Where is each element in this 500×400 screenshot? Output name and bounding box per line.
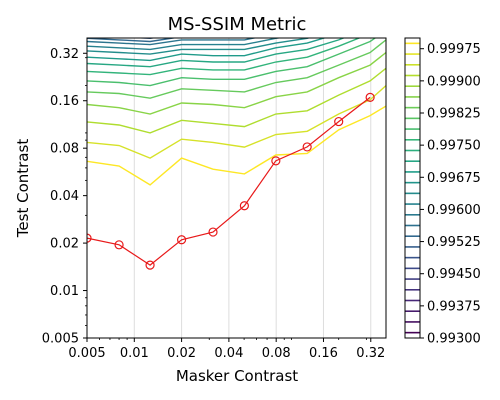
y-axis-title: Test Contrast: [14, 139, 32, 239]
plot-frame: [86, 37, 387, 339]
x-tick-label: 0.005: [68, 346, 105, 361]
x-axis-title: Masker Contrast: [176, 367, 298, 385]
series: [87, 92, 375, 270]
y-tick-label: 0.32: [50, 47, 79, 62]
colorbar-tick-label: 0.99975: [427, 42, 481, 57]
contour-line: [87, 38, 283, 51]
grid: [86, 38, 372, 338]
colorbar-tick-label: 0.99300: [427, 332, 481, 347]
series-line: [87, 96, 371, 266]
contour-line: [87, 85, 386, 159]
colorbar-tick-label: 0.99525: [427, 235, 481, 250]
data-point: [208, 227, 218, 237]
colorbar-frame: [404, 37, 421, 339]
y-tick-label: 0.01: [50, 284, 79, 299]
y-tick-label: 0.02: [50, 237, 79, 252]
contour-line: [87, 38, 346, 68]
y-tick-label: 0.08: [50, 142, 79, 157]
y-tick-label: 0.04: [50, 189, 79, 204]
data-point: [114, 240, 124, 250]
data-point: [302, 142, 312, 152]
data-point: [271, 156, 281, 166]
colorbar-tick-label: 0.99375: [427, 299, 481, 314]
x-tick-label: 0.08: [262, 346, 291, 361]
x-axis: 0.005 0.01 0.02 0.04 0.08 0.16 0.32: [68, 338, 385, 361]
contour-line: [87, 105, 386, 186]
colorbar-tick-label: 0.99750: [427, 139, 481, 154]
data-point: [365, 92, 375, 102]
data-point: [87, 233, 92, 243]
colorbar-tick-label: 0.99825: [427, 107, 481, 122]
y-axis: 0.005 0.01 0.02 0.04 0.08 0.16 0.32: [42, 47, 87, 347]
colorbar-tick-label: 0.99450: [427, 267, 481, 282]
contour-line: [87, 38, 178, 43]
data-point: [334, 116, 344, 127]
colorbar-tick-label: 0.99900: [427, 74, 481, 89]
x-tick-label: 0.01: [120, 346, 149, 361]
data-point: [176, 235, 187, 245]
contour-lines: [87, 38, 386, 186]
contour-line: [87, 38, 258, 46]
contour-line: [87, 38, 311, 55]
colorbar: 0.99975 0.99900 0.99825 0.99750 0.99675 0.996…: [404, 37, 481, 347]
x-tick-label: 0.04: [214, 346, 243, 361]
contour-line: [87, 38, 362, 76]
x-tick-label: 0.02: [167, 346, 196, 361]
colorbar-tick-label: 0.99675: [427, 171, 481, 186]
y-tick-label: 0.16: [50, 94, 79, 109]
contour-line: [87, 38, 327, 62]
data-point: [145, 260, 155, 270]
contour-line: [87, 67, 386, 134]
contour-line: [87, 51, 386, 115]
y-tick-label: 0.005: [42, 332, 79, 347]
colorbar-tick-label: 0.99600: [427, 203, 481, 218]
contour-line: [87, 38, 377, 87]
x-tick-label: 0.16: [309, 346, 338, 361]
x-tick-label: 0.32: [356, 346, 385, 361]
chart-title: MS-SSIM Metric: [168, 14, 307, 35]
contour-line: [87, 39, 386, 99]
data-point: [239, 201, 249, 211]
